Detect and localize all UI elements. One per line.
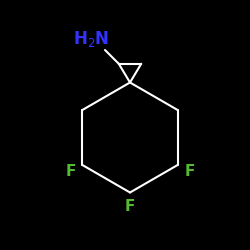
Text: H$_2$N: H$_2$N (73, 29, 110, 49)
Text: F: F (65, 164, 76, 179)
Text: F: F (184, 164, 195, 179)
Text: F: F (125, 199, 135, 214)
